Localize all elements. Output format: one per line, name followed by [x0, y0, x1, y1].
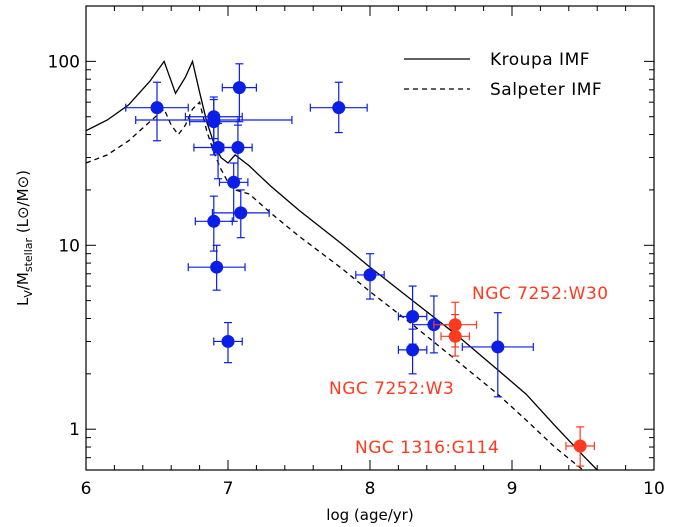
- axis-ticks: [85, 5, 655, 471]
- data-point-blue: [397, 328, 428, 375]
- marker: [207, 214, 221, 228]
- marker: [210, 260, 224, 274]
- data-point-red: [440, 313, 470, 357]
- model-curves: [86, 59, 598, 470]
- y-tick-label: 100: [48, 52, 80, 72]
- marker: [448, 329, 462, 343]
- data-point-blue: [221, 63, 257, 123]
- y-tick-label: 10: [58, 236, 80, 256]
- y-tick-label: 1: [69, 420, 80, 440]
- marker: [211, 141, 225, 155]
- x-axis-label: log (age/yr): [326, 506, 413, 524]
- marker: [232, 81, 246, 95]
- marker: [573, 439, 587, 453]
- data-point-blue: [461, 312, 534, 398]
- marker: [221, 334, 235, 348]
- x-tick-label: 6: [81, 479, 92, 499]
- y-label-slash: /M: [14, 272, 32, 290]
- legend: Kroupa IMF Salpeter IMF: [404, 50, 602, 100]
- marker: [231, 141, 245, 155]
- annotation-ngc7252-w3: NGC 7252:W3: [329, 379, 454, 399]
- y-label-sub-stellar: stellar: [22, 237, 35, 272]
- x-tick-label: 10: [643, 479, 665, 499]
- y-label-units: (L⊙/M⊙): [14, 170, 32, 233]
- data-point-blue: [213, 321, 243, 364]
- marker: [227, 175, 241, 189]
- y-label-sub-v: V: [22, 290, 35, 298]
- x-tick-label: 9: [507, 479, 518, 499]
- svg-text:LV/Mstellar (L⊙/M⊙): LV/Mstellar (L⊙/M⊙): [14, 170, 35, 306]
- marker: [363, 268, 377, 282]
- data-point-red: [565, 426, 595, 467]
- x-tick-label: 8: [365, 479, 376, 499]
- x-tick-labels: 6 7 8 9 10: [81, 479, 665, 499]
- marker: [406, 309, 420, 323]
- marker: [234, 206, 248, 220]
- annotation-ngc1316-g114: NGC 1316:G114: [355, 438, 499, 458]
- legend-salpeter-label: Salpeter IMF: [490, 80, 602, 100]
- annotation-ngc7252-w30: NGC 7252:W30: [472, 284, 609, 304]
- data-point-blue: [187, 244, 246, 291]
- data-point-blue: [135, 113, 293, 127]
- y-axis-label: LV/Mstellar (L⊙/M⊙): [14, 170, 35, 306]
- data-point-blue: [309, 81, 368, 134]
- x-tick-label: 7: [223, 479, 234, 499]
- marker: [491, 340, 505, 354]
- data-point-blue: [194, 195, 233, 252]
- marker: [150, 101, 164, 115]
- data-point-blue: [125, 81, 189, 142]
- y-label-main: L: [14, 297, 32, 306]
- y-tick-labels: 1 10 100: [48, 52, 80, 440]
- data-points: [125, 63, 595, 467]
- plot-frame: [85, 5, 655, 471]
- data-point-blue: [211, 189, 270, 239]
- legend-kroupa-label: Kroupa IMF: [490, 50, 590, 70]
- data-point-blue: [223, 124, 253, 180]
- marker: [406, 343, 420, 357]
- data-point-blue: [355, 253, 385, 300]
- curve-kroupa: [86, 59, 598, 470]
- data-point-blue: [218, 162, 249, 222]
- data-point-blue: [193, 122, 243, 180]
- marker: [332, 101, 346, 115]
